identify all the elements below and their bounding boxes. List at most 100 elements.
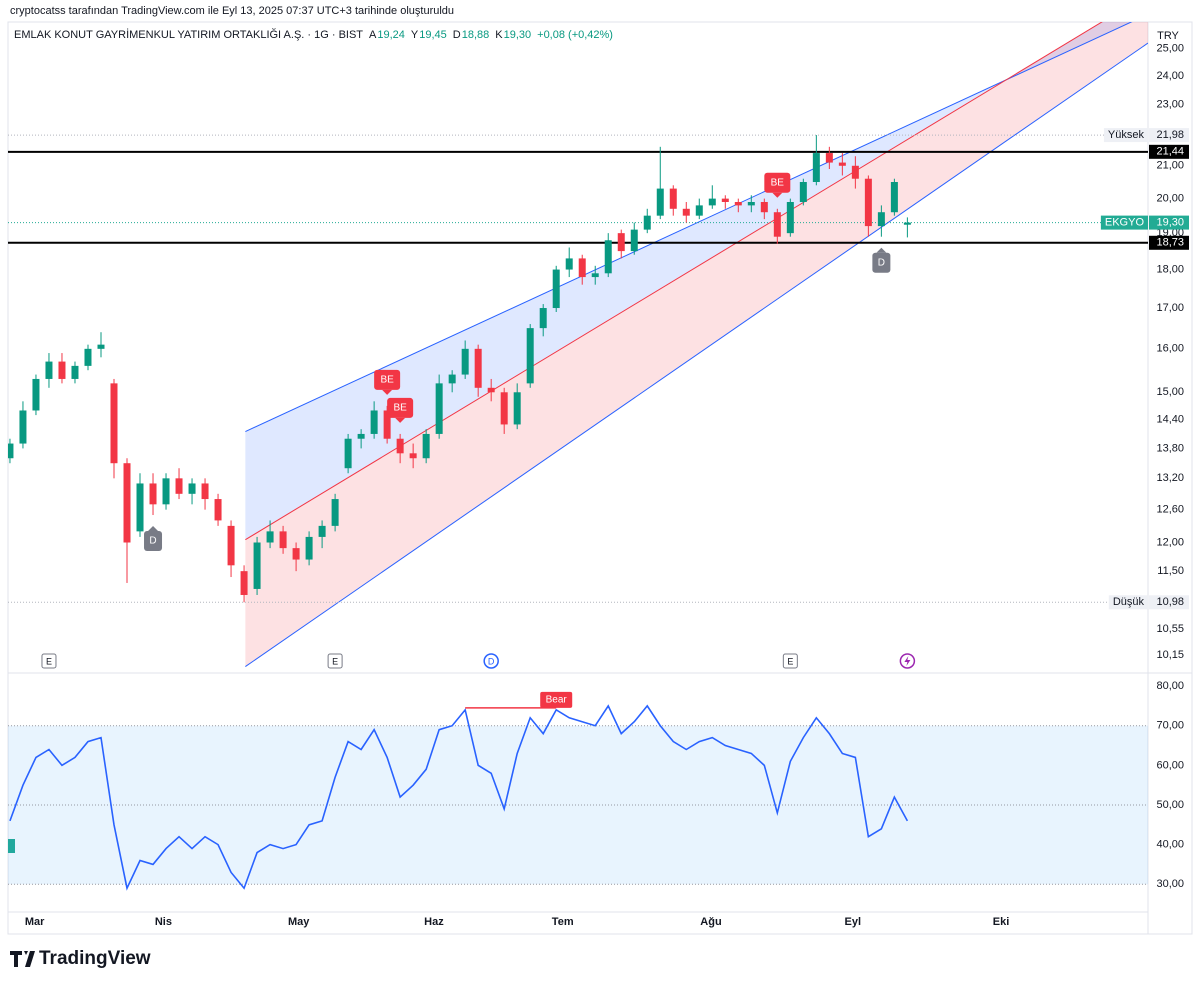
y-tick-label: 80,00 — [1156, 680, 1184, 692]
event-label: E — [332, 656, 338, 666]
legend: EMLAK KONUT GAYRİMENKUL YATIRIM ORTAKLIĞ… — [14, 29, 613, 41]
candle-body — [643, 215, 651, 230]
y-tick-label: 14,40 — [1156, 414, 1184, 426]
channel-lower — [245, 42, 1148, 667]
event-icon — [782, 653, 798, 669]
candle-body — [422, 433, 430, 459]
candle-body — [58, 361, 66, 379]
legend-high: Y 19,45 — [411, 29, 447, 41]
rsi-line — [9, 704, 909, 891]
candle-body — [539, 308, 547, 329]
candle-body — [383, 410, 391, 439]
legend-value: 19,45 — [419, 29, 447, 41]
price-label: 21,44 — [1156, 146, 1184, 158]
x-tick-label: Eyl — [844, 916, 861, 928]
price-label-box — [1149, 215, 1189, 230]
x-tick-label: Eki — [993, 916, 1010, 928]
frame — [7, 21, 1193, 935]
candle-body — [630, 229, 638, 252]
candle-body — [45, 361, 53, 379]
y-tick-label: 10,15 — [1156, 649, 1184, 661]
price-line-name: EKGYO — [1105, 217, 1145, 229]
x-tick-label: Mar — [25, 916, 45, 928]
candle-body — [344, 438, 352, 469]
price-name-box — [1100, 215, 1148, 230]
y-tick-label: 23,00 — [1156, 98, 1184, 110]
legend-open: A 19,24 — [369, 29, 405, 41]
candle-body — [708, 198, 716, 206]
divergence-box — [540, 691, 573, 708]
candle-body — [734, 201, 742, 206]
legend-value: 18,88 — [461, 29, 490, 41]
marker-pointer — [772, 192, 783, 198]
candle-body — [682, 208, 690, 216]
logo: TradingView — [10, 948, 151, 969]
event-icon — [327, 653, 343, 669]
candle-body — [604, 240, 612, 274]
y-tick-label: 60,00 — [1156, 759, 1184, 771]
candle-body — [799, 181, 807, 202]
candle-body — [487, 387, 495, 393]
marker-bubble — [374, 369, 401, 390]
candle-body — [214, 499, 222, 521]
candle-body — [97, 344, 105, 349]
marker-bubble — [872, 252, 891, 273]
candle-body — [565, 258, 573, 270]
y-tick-label: 40,00 — [1156, 839, 1184, 851]
marker-label: D — [878, 257, 885, 268]
marker-pointer — [382, 389, 393, 395]
y-tick-label: 11,50 — [1157, 565, 1184, 577]
y-tick-label: 24,00 — [1156, 70, 1184, 82]
candle-body — [747, 201, 755, 206]
candle-body — [903, 222, 911, 225]
legend-key: K — [495, 29, 503, 41]
candle-body — [474, 348, 482, 388]
price-label: 19,30 — [1156, 217, 1184, 229]
candle-body — [890, 181, 898, 213]
x-tick-label: Haz — [424, 916, 444, 928]
marker-label: BE — [771, 177, 785, 188]
y-tick-label: 16,00 — [1156, 343, 1184, 355]
marker-label: BE — [393, 403, 407, 414]
currency: TRY — [1157, 30, 1179, 42]
candle-body — [864, 178, 872, 227]
candle-body — [513, 392, 521, 425]
candle-body — [253, 542, 261, 589]
price-line-name: Yüksek — [1108, 129, 1145, 141]
event-label: E — [787, 656, 793, 666]
marker-pointer — [876, 247, 887, 253]
price-label-box — [1149, 128, 1189, 143]
candle-body — [279, 531, 287, 549]
marker-pointer — [395, 417, 406, 423]
candle-body — [552, 269, 560, 309]
legend-value: 19,24 — [377, 29, 405, 41]
candle-body — [396, 438, 404, 454]
channel-lower-fill — [245, 22, 1148, 667]
x-tick-label: Tem — [552, 916, 574, 928]
candle-body — [851, 165, 859, 179]
candle-body — [188, 483, 196, 494]
y-tick-label: 20,00 — [1156, 193, 1184, 205]
y-tick-label: 13,80 — [1156, 442, 1184, 454]
x-tick-label: Ağu — [700, 916, 721, 928]
y-tick-label: 30,00 — [1156, 878, 1184, 890]
candle-body — [149, 483, 157, 505]
candle-body — [8, 443, 14, 459]
x-tick-label: Nis — [155, 916, 172, 928]
candle-body — [448, 374, 456, 384]
candle-body — [32, 378, 40, 411]
candle-body — [773, 212, 781, 237]
y-tick-label: 70,00 — [1156, 720, 1184, 732]
candle-body — [617, 233, 625, 252]
candle-body — [201, 483, 209, 500]
legend-key: Y — [410, 29, 419, 41]
candle-body — [370, 410, 378, 434]
candle-body — [461, 348, 469, 375]
candle-body — [71, 365, 79, 379]
candle-body — [409, 453, 417, 459]
legend-close: K 19,30 — [495, 29, 531, 41]
candle-body — [669, 188, 677, 209]
y-tick-label: 12,60 — [1156, 504, 1184, 516]
